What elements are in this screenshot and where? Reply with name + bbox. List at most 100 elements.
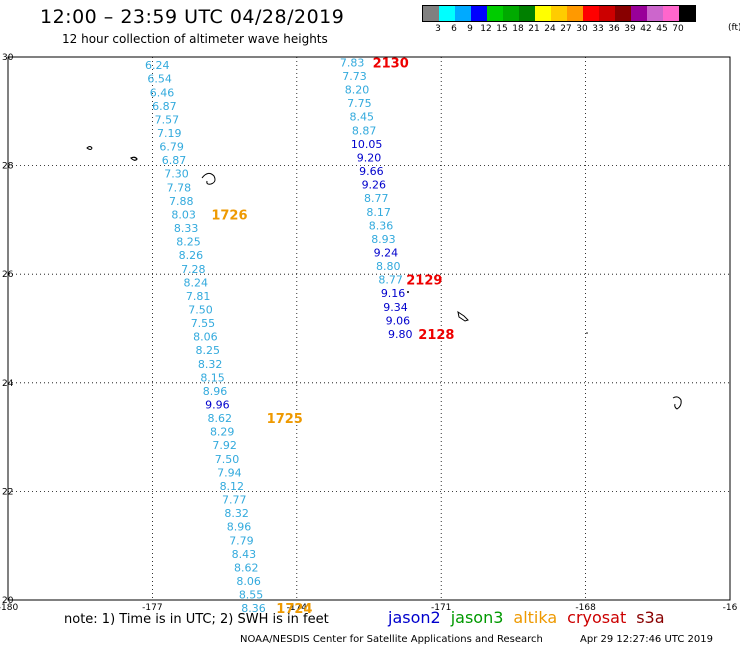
wave-height-point: 7.94 (217, 466, 242, 479)
wave-height-point: 7.28 (181, 263, 206, 276)
color-legend-tick: 3 (435, 24, 441, 34)
pass-time-label: 1724 (276, 602, 312, 617)
color-legend-unit: (ft) (728, 23, 740, 33)
satellite-legend-entry: jason2 (388, 608, 441, 627)
latitude-tick-label: 22 (2, 487, 13, 497)
color-swatch (423, 6, 439, 21)
color-swatch (567, 6, 583, 21)
color-legend-tick: 18 (512, 24, 524, 34)
wave-height-point: 7.81 (186, 290, 211, 303)
longitude-tick-label: -177 (142, 603, 162, 613)
color-swatch (551, 6, 567, 21)
island-dot (586, 332, 588, 334)
wave-height-point: 8.32 (198, 358, 223, 371)
map-title: 12:00 – 23:59 UTC 04/28/2019 (40, 6, 345, 28)
wave-height-point: 7.88 (169, 195, 194, 208)
wave-height-point: 8.55 (239, 589, 264, 602)
wave-height-point: 9.26 (362, 179, 387, 192)
generation-timestamp: Apr 29 12:27:46 UTC 2019 (580, 634, 713, 645)
wave-height-point: 7.57 (155, 113, 180, 126)
longitude-tick-label: -174 (287, 603, 308, 613)
color-legend-tick: 33 (592, 24, 604, 34)
wave-height-point: 7.50 (215, 453, 240, 466)
wave-height-point: 7.73 (342, 70, 367, 83)
wave-height-point: 8.32 (224, 507, 249, 520)
color-legend-tick: 30 (576, 24, 588, 34)
longitude-tick-label: -171 (431, 603, 451, 613)
wave-height-point: 8.96 (203, 385, 228, 398)
wave-height-point: 7.55 (191, 317, 216, 330)
color-swatch (471, 6, 487, 21)
color-swatch (535, 6, 551, 21)
color-swatch (599, 6, 615, 21)
credit-line: NOAA/NESDIS Center for Satellite Applica… (240, 634, 543, 645)
wave-height-point: 8.20 (345, 84, 370, 97)
wave-height-point: 8.06 (236, 575, 261, 588)
pass-time-labels: 1726 1725 1724 2130 2129 2128 (211, 56, 454, 617)
wave-height-point: 9.06 (386, 314, 411, 327)
map-grid (7, 56, 731, 601)
color-swatch (663, 6, 679, 21)
satellite-legend-entry: altika (513, 608, 558, 627)
wave-height-point: 9.16 (381, 287, 406, 300)
wave-height-point: 8.24 (183, 276, 208, 289)
map-subtitle: 12 hour collection of altimeter wave hei… (62, 32, 328, 46)
wave-height-point: 8.77 (378, 274, 403, 287)
wave-height-point: 8.03 (171, 208, 196, 221)
satellite-legend-entry: s3a (636, 608, 665, 627)
wave-height-point: 9.66 (359, 165, 384, 178)
wave-height-point: 8.06 (193, 331, 218, 344)
color-legend-tick: 36 (608, 24, 620, 34)
wave-height-point: 8.12 (220, 480, 245, 493)
color-swatch (679, 6, 695, 21)
wave-height-point: 7.30 (164, 168, 189, 181)
color-swatch (503, 6, 519, 21)
wave-height-point: 8.45 (350, 111, 375, 124)
color-legend-tick: 24 (544, 24, 556, 34)
island-shape (672, 396, 682, 410)
color-legend-tick: 9 (467, 24, 473, 34)
satellite-legend-entry: cryosat (567, 608, 627, 627)
wave-height-point: 9.96 (205, 399, 230, 412)
wave-height-point: 8.25 (196, 344, 221, 357)
wave-height-point: 8.36 (241, 602, 266, 615)
wave-height-point: 8.36 (369, 219, 394, 232)
color-swatch (647, 6, 663, 21)
wave-height-point: 6.46 (150, 86, 175, 99)
island-dot (407, 291, 409, 293)
wave-height-point: 8.87 (352, 124, 377, 137)
wave-height-point: 8.43 (232, 548, 257, 561)
latitude-tick-label: 24 (2, 379, 14, 389)
wave-height-point: 8.96 (227, 521, 252, 534)
wave-height-point: 6.87 (162, 154, 187, 167)
wave-height-point: 9.34 (383, 301, 408, 314)
pass-time-label: 2129 (406, 274, 442, 289)
island-shape (457, 310, 469, 322)
color-legend-tick: 27 (560, 24, 572, 34)
wave-height-point: 7.50 (188, 303, 213, 316)
wave-height-point: 6.54 (147, 73, 172, 86)
latitude-tick-label: 20 (2, 596, 14, 606)
color-swatch (519, 6, 535, 21)
island-shape (86, 146, 93, 150)
longitude-tick-label: -168 (575, 603, 596, 613)
wave-height-point: 10.05 (351, 138, 383, 151)
color-legend-tick: 15 (496, 24, 508, 34)
wave-height-point: 8.29 (210, 426, 235, 439)
wave-height-point: 7.92 (212, 439, 237, 452)
wave-height-point: 7.83 (340, 56, 365, 69)
wave-height-point: 7.19 (157, 127, 182, 140)
wave-height-point: 7.77 (222, 494, 247, 507)
wave-height-point: 8.26 (179, 249, 204, 262)
color-legend-swatches (422, 5, 696, 22)
longitude-tick-label: -16 (723, 603, 738, 613)
island-shape (201, 172, 216, 185)
pass-time-label: 1725 (267, 412, 303, 427)
color-swatch (487, 6, 503, 21)
satellite-legend-entry: jason3 (450, 608, 504, 627)
axis-labels: -180 -177 -174 -171 -168 -16 30 28 26 24 22 20 (0, 53, 738, 613)
color-legend-tick: 6 (451, 24, 457, 34)
color-swatch (439, 6, 455, 21)
